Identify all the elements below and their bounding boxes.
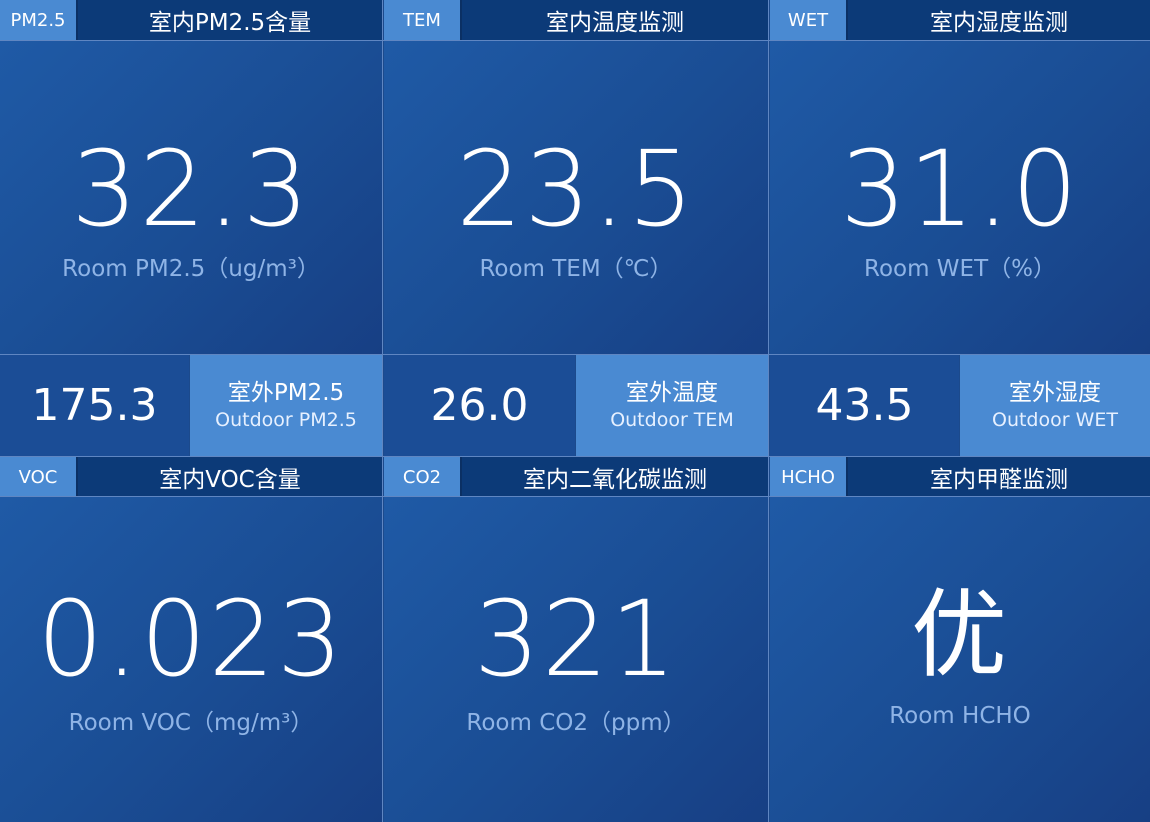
hcho-panel: 优 Room HCHO bbox=[770, 497, 1150, 822]
outdoor-tem-value: 26.0 bbox=[384, 355, 575, 456]
wet-tag: WET bbox=[770, 0, 848, 40]
pm25-header: PM2.5 室内PM2.5含量 bbox=[0, 0, 382, 40]
outdoor-pm25-label-zh: 室外PM2.5 bbox=[227, 379, 345, 406]
divider bbox=[0, 354, 1150, 355]
pm25-panel: 32.3 Room PM2.5（ug/m³） bbox=[0, 41, 382, 354]
pm25-value: 32.3 bbox=[71, 128, 311, 250]
tem-header: TEM 室内温度监测 bbox=[384, 0, 768, 40]
tem-value: 23.5 bbox=[456, 128, 696, 250]
tem-tag: TEM bbox=[384, 0, 462, 40]
outdoor-tem-label-zh: 室外温度 bbox=[626, 379, 718, 406]
divider bbox=[382, 0, 383, 822]
outdoor-wet-label: 室外湿度 Outdoor WET bbox=[960, 355, 1150, 456]
voc-panel: 0.023 Room VOC（mg/m³） bbox=[0, 497, 382, 822]
wet-header: WET 室内湿度监测 bbox=[770, 0, 1150, 40]
outdoor-wet-value: 43.5 bbox=[770, 355, 959, 456]
pm25-tag: PM2.5 bbox=[0, 0, 78, 40]
outdoor-wet-label-en: Outdoor WET bbox=[991, 408, 1118, 431]
voc-unit-label: Room VOC（mg/m³） bbox=[68, 710, 314, 736]
voc-title: 室内VOC含量 bbox=[78, 457, 382, 497]
co2-panel: 321 Room CO2（ppm） bbox=[384, 497, 768, 822]
outdoor-tem-label: 室外温度 Outdoor TEM bbox=[576, 355, 768, 456]
co2-title: 室内二氧化碳监测 bbox=[462, 457, 768, 497]
co2-header: CO2 室内二氧化碳监测 bbox=[384, 457, 768, 497]
hcho-unit-label: Room HCHO bbox=[889, 703, 1031, 729]
pm25-title: 室内PM2.5含量 bbox=[78, 0, 382, 40]
divider bbox=[768, 0, 769, 822]
tem-panel: 23.5 Room TEM（℃） bbox=[384, 41, 768, 354]
hcho-value: 优 bbox=[911, 579, 1009, 691]
wet-panel: 31.0 Room WET（%） bbox=[770, 41, 1150, 354]
outdoor-pm25-label-en: Outdoor PM2.5 bbox=[215, 408, 357, 431]
voc-header: VOC 室内VOC含量 bbox=[0, 457, 382, 497]
outdoor-tem-label-en: Outdoor TEM bbox=[610, 408, 734, 431]
divider bbox=[0, 496, 1150, 497]
outdoor-pm25-label: 室外PM2.5 Outdoor PM2.5 bbox=[190, 355, 382, 456]
voc-value: 0.023 bbox=[37, 578, 345, 700]
tem-unit-label: Room TEM（℃） bbox=[479, 256, 673, 282]
hcho-header: HCHO 室内甲醛监测 bbox=[770, 457, 1150, 497]
wet-title: 室内湿度监测 bbox=[848, 0, 1150, 40]
co2-value: 321 bbox=[473, 578, 679, 700]
voc-tag: VOC bbox=[0, 457, 78, 497]
outdoor-pm25-value: 175.3 bbox=[0, 355, 189, 456]
co2-unit-label: Room CO2（ppm） bbox=[466, 710, 686, 736]
pm25-unit-label: Room PM2.5（ug/m³） bbox=[62, 256, 320, 282]
hcho-tag: HCHO bbox=[770, 457, 848, 497]
divider bbox=[0, 456, 1150, 457]
hcho-title: 室内甲醛监测 bbox=[848, 457, 1150, 497]
divider bbox=[0, 40, 1150, 41]
co2-tag: CO2 bbox=[384, 457, 462, 497]
tem-title: 室内温度监测 bbox=[462, 0, 768, 40]
wet-value: 31.0 bbox=[840, 128, 1080, 250]
outdoor-wet-label-zh: 室外湿度 bbox=[1009, 379, 1101, 406]
wet-unit-label: Room WET（%） bbox=[864, 256, 1056, 282]
